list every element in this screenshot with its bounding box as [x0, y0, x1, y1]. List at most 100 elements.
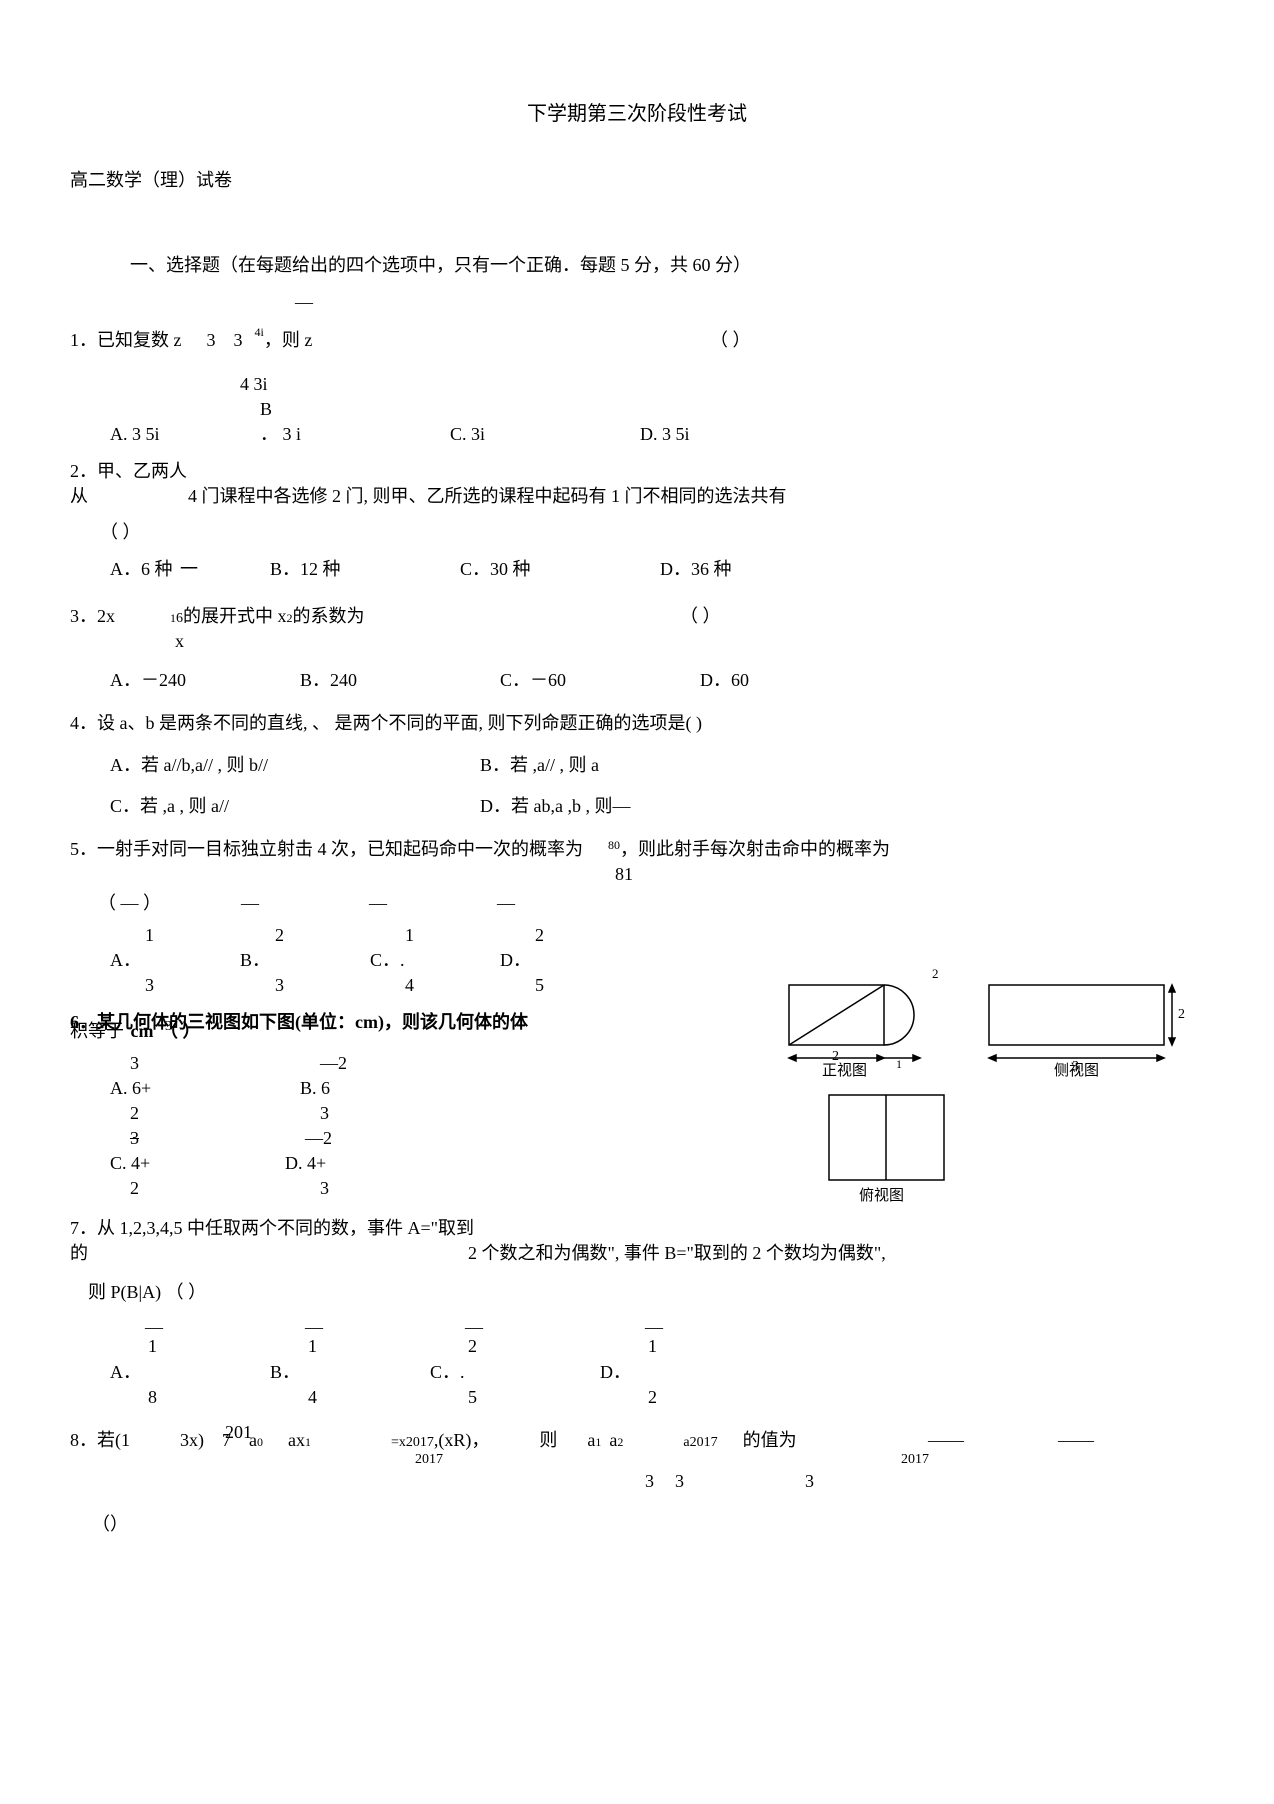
- q1-mid: 4 3i: [240, 372, 1204, 397]
- q3-opt-a: A．－240: [110, 668, 300, 693]
- q5-opt-b: B．: [240, 948, 370, 973]
- q8-dd: 3: [675, 1469, 705, 1494]
- exam-subtitle: 高二数学（理）试卷: [70, 168, 1204, 193]
- q1-opt-d: D. 3 5i: [640, 422, 690, 447]
- q5-n4: 2: [535, 923, 544, 948]
- q6-opt-b: B. 6: [300, 1076, 330, 1101]
- q5-de3: 4: [405, 973, 535, 998]
- q4-opt-d: D．若 ab,a ,b , 则—: [480, 794, 630, 819]
- q8-sup-year: 201: [225, 1420, 252, 1445]
- question-3: 3．2x 1 6 的展开式中 x 2 的系数为 （ ） x A．－240 B．2…: [70, 604, 1204, 694]
- q3-opt-b: B．240: [300, 668, 500, 693]
- q1-opt-c: C. 3i: [450, 422, 640, 447]
- overline: —: [295, 290, 313, 315]
- q6-den: 2: [130, 1176, 320, 1201]
- q5-denom: 81: [615, 862, 1204, 887]
- q2-stem-a: 2．甲、乙两人: [70, 459, 1204, 484]
- q1-part: 3: [234, 328, 243, 353]
- front-label: 正视图: [822, 1062, 867, 1079]
- q3-paren: （ ）: [680, 604, 721, 629]
- q5-de2: 3: [275, 973, 405, 998]
- q2-opt-d: D．36 种: [660, 557, 732, 582]
- q2-stem-c: 4 门课程中各选修 2 门, 则甲、乙所选的课程中起码有 1 门不相同的选法共有: [188, 484, 787, 509]
- q4-opt-c: C．若 ,a , 则 a//: [110, 794, 480, 819]
- q7-n: 2: [468, 1334, 648, 1359]
- q8-rsn: 2017: [690, 1433, 718, 1453]
- q3-x: x: [175, 629, 1204, 654]
- question-1: — 1．已知复数 z 3 3 4i ，则 z （ ） 4 3i B A. 3 5…: [70, 298, 1204, 447]
- q1-part: 3: [207, 328, 216, 353]
- q2-dash: 一: [180, 557, 270, 582]
- q3-stem-b: 的展开式中 x: [183, 604, 287, 629]
- q2-stem-b: 从: [70, 484, 88, 509]
- q5-opt-c: C．.: [370, 948, 500, 973]
- q6-opt-d: D. 4+: [285, 1151, 326, 1176]
- q2-paren: （ ）: [100, 520, 1204, 545]
- q8-ra1: a: [587, 1428, 595, 1453]
- exam-title: 下学期第三次阶段性考试: [70, 100, 1204, 128]
- question-7: 7．从 1,2,3,4,5 中任取两个不同的数，事件 A="取到 的 2 个数之…: [70, 1216, 1204, 1410]
- q7-de: 8: [148, 1385, 308, 1410]
- q6-num: 3: [130, 1126, 305, 1151]
- q8-rs1: 1: [595, 1434, 601, 1451]
- q1-paren: （ ）: [710, 328, 751, 353]
- q8-rs2: 2: [617, 1434, 623, 1451]
- q8-dd: 3: [645, 1469, 675, 1494]
- q3-opt-d: D．60: [700, 668, 749, 693]
- q7-opt-b: B．: [270, 1360, 430, 1385]
- q7-de: 5: [468, 1385, 648, 1410]
- q5-n2: 2: [275, 923, 405, 948]
- q5-stem-a: 5．一射手对同一目标独立射击 4 次，已知起码命中一次的概率为: [70, 837, 583, 862]
- q6-num: —2: [305, 1126, 332, 1151]
- q3-stem-c: 的系数为: [293, 604, 365, 629]
- q8-dd: 3: [805, 1469, 814, 1494]
- q7-n: 1: [648, 1334, 657, 1359]
- q7-n: 1: [148, 1334, 308, 1359]
- q8-then: 则: [539, 1428, 557, 1453]
- q1-mid-b: B: [260, 397, 1204, 422]
- question-2: 2．甲、乙两人 从 4 门课程中各选修 2 门, 则甲、乙所选的课程中起码有 1…: [70, 459, 1204, 582]
- q6-den: 3: [320, 1176, 329, 1201]
- q5-stem-b: ，则此射手每次射击命中的概率为: [620, 837, 890, 862]
- q8-ra2: a: [609, 1428, 617, 1453]
- dim-2: 2: [1178, 1007, 1185, 1022]
- q1-part: ，则 z: [264, 328, 313, 353]
- dim-1: 1: [896, 1057, 902, 1071]
- q7-opt-a: A．: [110, 1360, 270, 1385]
- q4-opt-b: B．若 ,a// , 则 a: [480, 753, 599, 778]
- q8-tail: 的值为: [743, 1428, 797, 1453]
- side-label: 侧视图: [1054, 1062, 1099, 1079]
- q6-den: 2: [130, 1101, 320, 1126]
- q8-paren: （）: [92, 1512, 1204, 1537]
- q8-s1: 1: [305, 1434, 311, 1451]
- question-8: 201 —— —— 8．若(1 3x) 7 a 0 ax 1 =x 2017 ,…: [70, 1428, 1204, 1538]
- q8-mid: =x: [391, 1433, 406, 1453]
- q2-opt-c: C．30 种: [460, 557, 660, 582]
- q1-opt-b: ． 3 i: [260, 422, 450, 447]
- q7-opt-d: D．: [600, 1360, 631, 1385]
- dash: —: [497, 891, 515, 916]
- q7-de: 2: [648, 1385, 657, 1410]
- dash: ——: [928, 1428, 964, 1453]
- q5-paren: （ — ）: [98, 891, 161, 916]
- q5-opt-a: A．: [110, 948, 240, 973]
- q4-opt-a: A．若 a//b,a// , 则 b//: [110, 753, 480, 778]
- q7-de: 4: [308, 1385, 468, 1410]
- dash: —: [241, 891, 259, 916]
- q8-s2017: 2017: [415, 1450, 443, 1470]
- q3-stem-a: 3．2x: [70, 604, 115, 629]
- q8-s0: 0: [257, 1434, 263, 1451]
- q5-n1: 1: [145, 923, 275, 948]
- dim-2: 2: [832, 1049, 839, 1064]
- q1-sup: 4i: [255, 324, 264, 353]
- q5-sup: 80: [608, 837, 620, 862]
- top-label: 俯视图: [859, 1187, 904, 1204]
- q5-de4: 5: [535, 973, 544, 998]
- q6-opt-c: C. 4+: [110, 1151, 285, 1176]
- q4-stem: 4．设 a、b 是两条不同的直线, 、 是两个不同的平面, 则下列命题正确的选项…: [70, 711, 1204, 736]
- dim-2: 2: [932, 966, 939, 981]
- q3-sup2: 6: [176, 609, 183, 629]
- q6-den: 3: [320, 1101, 329, 1126]
- q5-n3: 1: [405, 923, 535, 948]
- dash: —: [369, 891, 387, 916]
